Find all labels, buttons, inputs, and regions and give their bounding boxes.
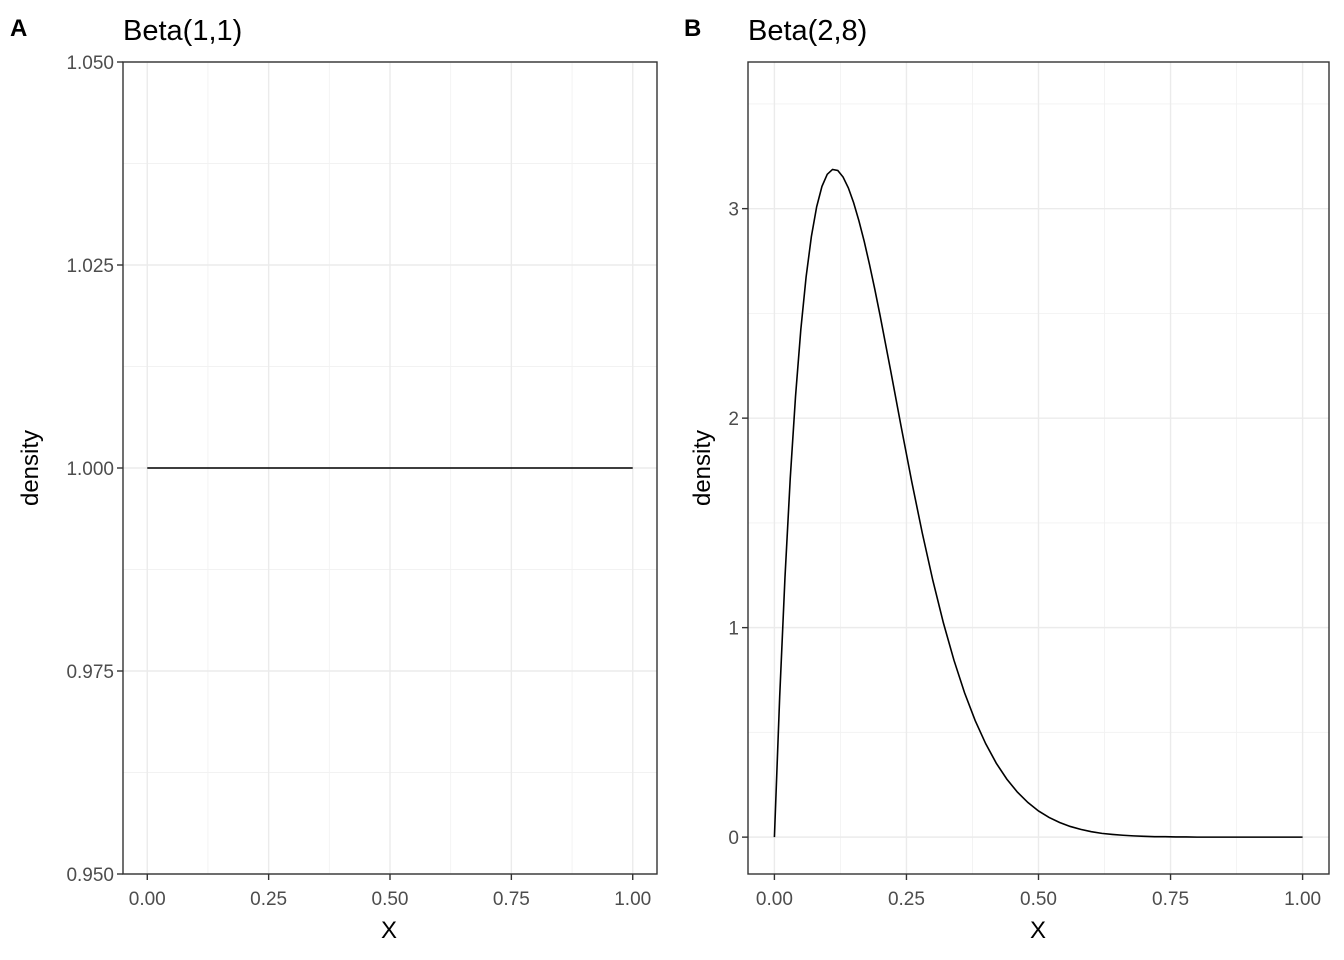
panel-a-x-tick-label: 1.00 (614, 889, 651, 910)
panel-a-y-tick-label: 1.000 (66, 459, 114, 480)
panel-b-ticks: 0.00 0.25 0.50 0.75 1.00 0 1 2 3 (728, 200, 1321, 910)
panel-b-plot-area: 0.00 0.25 0.50 0.75 1.00 0 1 2 3 (728, 61, 1330, 910)
panel-a: A Beta(1,1) 0.00 0.25 0.50 0.75 1.00 0.950 0.9… (10, 15, 658, 944)
panel-b-tag: B (684, 15, 701, 42)
panel-a-x-tick-label: 0.00 (129, 889, 166, 910)
panel-b-x-tick-label: 0.75 (1152, 889, 1189, 910)
panel-a-y-tick-label: 1.025 (66, 256, 114, 277)
panel-b-y-tick-label: 0 (728, 828, 739, 849)
panel-a-ticks: 0.00 0.25 0.50 0.75 1.00 0.950 0.975 1.000 1.025… (66, 53, 651, 910)
panel-b-x-tick-label: 0.25 (888, 889, 925, 910)
panel-b-x-axis-title: X (1030, 917, 1046, 944)
panel-a-x-tick-label: 0.75 (493, 889, 530, 910)
panel-a-y-tick-label: 0.950 (66, 865, 114, 886)
panel-b-series (773, 168, 1303, 838)
panel-b-grid (748, 62, 1329, 874)
panel-a-x-tick-label: 0.25 (250, 889, 287, 910)
panel-b-y-tick-label: 3 (728, 200, 739, 221)
panel-b-x-tick-label: 0.50 (1020, 889, 1057, 910)
panel-a-plot-area: 0.00 0.25 0.50 0.75 1.00 0.950 0.975 1.000 1.025… (66, 53, 658, 910)
panel-b-y-axis-title: density (689, 430, 716, 506)
panel-b-series-line (773, 168, 1303, 838)
panel-a-y-axis-title: density (17, 430, 44, 506)
panel-b: B Beta(2,8) 0.00 0.25 0.50 0.75 1.00 0 1 2 3 X d… (684, 15, 1330, 944)
panel-a-y-tick-label: 1.050 (66, 53, 114, 74)
panel-b-title: Beta(2,8) (748, 15, 867, 47)
panel-b-x-tick-label: 1.00 (1284, 889, 1321, 910)
panel-a-x-tick-label: 0.50 (372, 889, 409, 910)
panel-b-y-tick-label: 1 (728, 619, 739, 640)
panel-a-title: Beta(1,1) (123, 15, 242, 47)
panel-a-y-tick-label: 0.975 (66, 662, 114, 683)
panel-a-x-axis-title: X (381, 917, 397, 944)
panel-b-y-tick-label: 2 (728, 409, 739, 430)
panel-b-x-tick-label: 0.00 (756, 889, 793, 910)
panel-a-tag: A (10, 15, 27, 42)
